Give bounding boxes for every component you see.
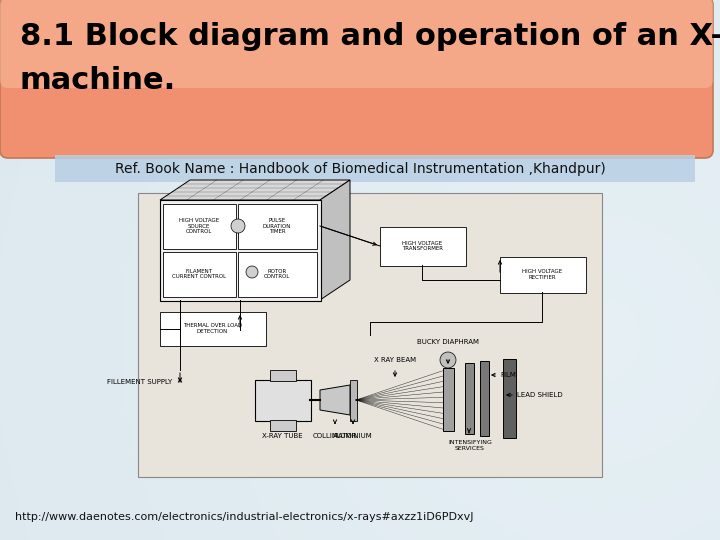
Text: Ref. Book Name : Handbook of Biomedical Instrumentation ,Khandpur): Ref. Book Name : Handbook of Biomedical … [114,162,606,176]
Text: FILLEMENT SUPPLY: FILLEMENT SUPPLY [107,379,173,385]
Text: ROTOR
CONTROL: ROTOR CONTROL [264,269,290,279]
Text: FILAMENT
CURRENT CONTROL: FILAMENT CURRENT CONTROL [172,269,226,279]
FancyBboxPatch shape [0,0,713,88]
Polygon shape [320,180,350,300]
FancyBboxPatch shape [464,362,474,434]
FancyBboxPatch shape [138,193,602,477]
Text: HIGH VOLTAGE
RECTIFIER: HIGH VOLTAGE RECTIFIER [523,269,562,280]
Text: FILM: FILM [500,372,516,378]
Circle shape [440,352,456,368]
FancyBboxPatch shape [480,361,488,435]
FancyBboxPatch shape [0,0,713,158]
FancyBboxPatch shape [269,369,295,381]
Circle shape [231,219,245,233]
FancyBboxPatch shape [55,155,695,182]
FancyBboxPatch shape [503,359,516,437]
FancyBboxPatch shape [163,252,235,296]
Text: X RAY BEAM: X RAY BEAM [374,357,416,363]
Text: PULSE
DURATION
TIMER: PULSE DURATION TIMER [263,218,291,234]
FancyBboxPatch shape [269,420,295,430]
Polygon shape [320,385,350,415]
Text: LEAD SHIELD: LEAD SHIELD [517,392,562,398]
Text: HIGH VOLTAGE
TRANSFORMER: HIGH VOLTAGE TRANSFORMER [402,241,443,251]
Circle shape [246,266,258,278]
FancyBboxPatch shape [254,380,310,421]
Text: BUCKY DIAPHRAM: BUCKY DIAPHRAM [417,339,479,345]
Text: 8.1 Block diagram and operation of an X-Ray: 8.1 Block diagram and operation of an X-… [20,22,720,51]
Text: HIGH VOLTAGE
SOURCE
CONTROL: HIGH VOLTAGE SOURCE CONTROL [179,218,219,234]
Text: machine.: machine. [20,66,176,95]
FancyBboxPatch shape [349,380,356,421]
Text: X-RAY TUBE: X-RAY TUBE [261,433,302,439]
Text: THERMAL OVER LOAD
DETECTION: THERMAL OVER LOAD DETECTION [183,323,242,334]
FancyBboxPatch shape [500,256,585,293]
Polygon shape [160,180,350,200]
Text: ALUMINIUM: ALUMINIUM [333,433,373,439]
FancyBboxPatch shape [238,204,317,248]
Text: INTENSIFYING
SERVICES: INTENSIFYING SERVICES [448,440,492,451]
FancyBboxPatch shape [163,204,235,248]
FancyBboxPatch shape [379,226,466,266]
FancyBboxPatch shape [160,312,266,346]
Text: COLLIMATOR: COLLIMATOR [312,433,357,439]
Text: http://www.daenotes.com/electronics/industrial-electronics/x-rays#axzz1iD6PDxvJ: http://www.daenotes.com/electronics/indu… [15,512,474,522]
FancyBboxPatch shape [160,199,320,300]
FancyBboxPatch shape [443,368,454,430]
FancyBboxPatch shape [238,252,317,296]
